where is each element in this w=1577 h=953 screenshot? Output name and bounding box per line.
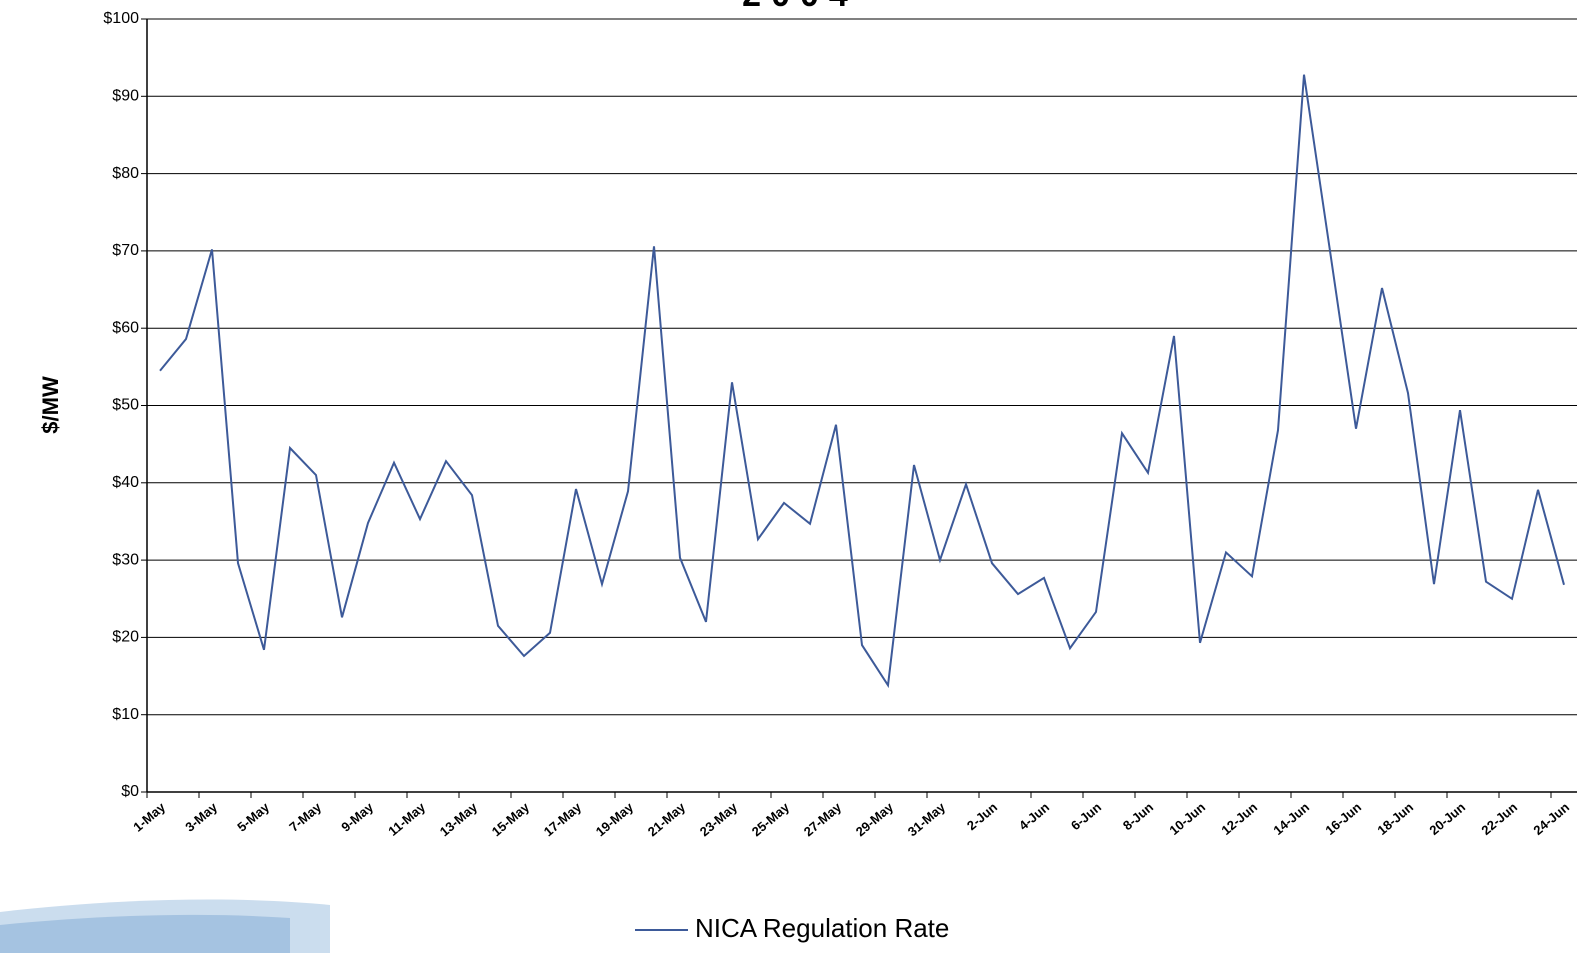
x-tick-label: 25-May bbox=[749, 799, 793, 839]
x-tick-label: 5-May bbox=[234, 799, 272, 835]
y-tick-label: $100 bbox=[103, 10, 139, 27]
x-tick-label: 8-Jun bbox=[1120, 799, 1156, 833]
legend-label: NICA Regulation Rate bbox=[695, 913, 949, 943]
decoration bbox=[0, 914, 290, 953]
x-tick-label: 17-May bbox=[541, 799, 585, 839]
x-tick-label: 16-Jun bbox=[1322, 799, 1364, 837]
x-tick-label: 2-Jun bbox=[964, 799, 1000, 833]
x-tick-label: 14-Jun bbox=[1270, 799, 1312, 837]
y-axis-title: $/MW bbox=[38, 376, 63, 434]
x-tick-label: 13-May bbox=[437, 799, 481, 839]
x-tick-label: 7-May bbox=[286, 799, 324, 835]
x-tick-label: 11-May bbox=[385, 799, 428, 839]
x-tick-label: 21-May bbox=[645, 799, 689, 839]
x-tick-label: 4-Jun bbox=[1016, 799, 1052, 833]
x-tick-label: 31-May bbox=[905, 799, 949, 839]
y-tick-label: $60 bbox=[112, 319, 139, 336]
x-tick-label: 27-May bbox=[801, 799, 845, 839]
x-tick-label: 12-Jun bbox=[1218, 799, 1260, 837]
x-tick-label: 10-Jun bbox=[1166, 799, 1208, 837]
y-tick-label: $0 bbox=[121, 783, 139, 800]
x-tick-label: 15-May bbox=[489, 799, 533, 839]
y-tick-label: $40 bbox=[112, 474, 139, 491]
x-tick-label: 24-Jun bbox=[1530, 799, 1572, 837]
y-tick-label: $80 bbox=[112, 165, 139, 182]
x-tick-label: 29-May bbox=[853, 799, 897, 839]
x-tick-label: 18-Jun bbox=[1374, 799, 1416, 837]
y-tick-label: $10 bbox=[112, 706, 139, 723]
chart-title: 2004 bbox=[742, 0, 858, 14]
y-tick-label: $50 bbox=[112, 397, 139, 414]
x-tick-label: 20-Jun bbox=[1426, 799, 1468, 837]
data-line bbox=[159, 74, 1565, 689]
y-tick-label: $20 bbox=[112, 629, 139, 646]
y-tick-label: $90 bbox=[112, 88, 139, 105]
x-tick-label: 1-May bbox=[130, 799, 168, 835]
y-tick-label: $70 bbox=[112, 242, 139, 259]
x-tick-label: 3-May bbox=[182, 799, 220, 835]
x-tick-label: 23-May bbox=[697, 799, 741, 839]
x-tick-label: 19-May bbox=[593, 799, 637, 839]
x-tick-label: 9-May bbox=[338, 799, 376, 835]
y-tick-label: $30 bbox=[112, 551, 139, 568]
x-tick-label: 22-Jun bbox=[1478, 799, 1520, 837]
x-tick-label: 6-Jun bbox=[1068, 799, 1104, 833]
